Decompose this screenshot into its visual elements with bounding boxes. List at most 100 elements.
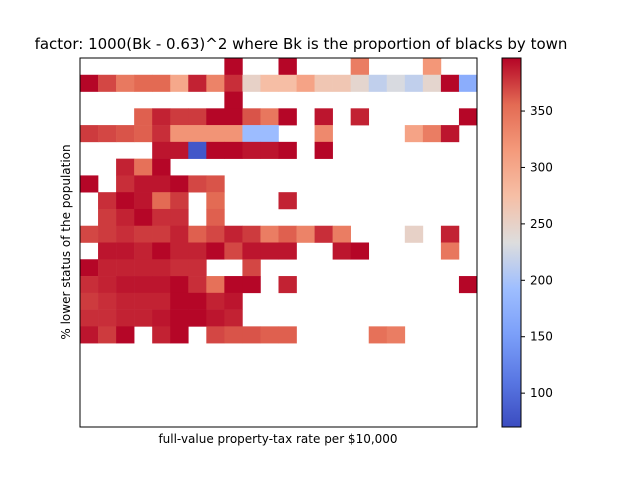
heatmap-cell — [458, 276, 478, 294]
colorbar-tick-label: 200 — [530, 273, 553, 287]
heatmap-cell — [206, 326, 225, 344]
heatmap-cell — [188, 125, 207, 143]
heatmap-cell — [368, 326, 388, 344]
heatmap-cell — [80, 225, 99, 243]
heatmap-cell — [314, 108, 333, 126]
x-axis-label: full-value property-tax rate per $10,000 — [158, 432, 397, 446]
heatmap-cell — [278, 192, 297, 210]
heatmap-cell — [116, 125, 135, 143]
heatmap-cell — [80, 292, 99, 310]
heatmap-cell — [350, 242, 370, 260]
heatmap-cell — [386, 74, 406, 92]
heatmap-cell — [242, 259, 261, 277]
heatmap-cell — [386, 326, 406, 344]
heatmap-cell — [242, 225, 261, 243]
heatmap-cell — [440, 74, 460, 92]
heatmap-cell — [116, 309, 135, 327]
heatmap-cell — [80, 309, 99, 327]
heatmap-cell — [206, 242, 225, 260]
heatmap-cell — [80, 125, 99, 143]
heatmap-cell — [224, 292, 243, 310]
heatmap-cell — [98, 309, 117, 327]
heatmap-cell — [440, 125, 460, 143]
heatmap-cell — [98, 292, 117, 310]
heatmap-cell — [422, 125, 442, 143]
heatmap-cell — [170, 276, 189, 294]
heatmap-cell — [98, 242, 117, 260]
heatmap-cell — [134, 309, 153, 327]
heatmap-cell — [80, 276, 99, 294]
heatmap-cell — [188, 225, 207, 243]
heatmap-cell — [404, 125, 424, 143]
heatmap-cell — [278, 74, 297, 92]
heatmap-cell — [404, 225, 424, 243]
heatmap-cell — [314, 225, 333, 243]
heatmap-cell — [206, 192, 225, 210]
colorbar: 100 150 200 250 300 350 — [501, 57, 553, 428]
heatmap-cell — [296, 74, 315, 92]
heatmap-cell — [224, 242, 243, 260]
heatmap-cell — [224, 276, 243, 294]
heatmap-cell — [152, 141, 171, 159]
heatmap-cell — [422, 58, 442, 76]
heatmap-cell — [152, 158, 171, 176]
heatmap-cell — [134, 259, 153, 277]
heatmap-cell — [206, 125, 225, 143]
heatmap-cell — [206, 309, 225, 327]
heatmap-cell — [260, 108, 279, 126]
heatmap-cell — [458, 74, 478, 92]
heatmap-cell — [242, 326, 261, 344]
heatmap-cell — [98, 225, 117, 243]
heatmap-cell — [224, 125, 243, 143]
heatmap-cell — [152, 326, 171, 344]
heatmap-cell — [332, 74, 351, 92]
heatmap-cell — [350, 58, 370, 76]
heatmap-cell — [224, 58, 243, 76]
heatmap-cell — [98, 208, 117, 227]
heatmap-cell — [278, 276, 297, 294]
heatmap-cell — [368, 74, 388, 92]
heatmap-cell — [242, 74, 261, 92]
heatmap-cell — [188, 74, 207, 92]
heatmap-cell — [296, 225, 315, 243]
heatmap-cell — [170, 326, 189, 344]
heatmap-cell — [188, 175, 207, 193]
heatmap-cell — [332, 242, 351, 260]
heatmap-cell — [98, 259, 117, 277]
heatmap-cell — [152, 276, 171, 294]
heatmap-cell — [134, 192, 153, 210]
heatmap-cell — [458, 108, 478, 126]
heatmap-cell — [314, 125, 333, 143]
heatmap-cell — [98, 326, 117, 344]
heatmap-cell — [170, 74, 189, 92]
heatmap-cell — [170, 175, 189, 193]
heatmap-cell — [152, 175, 171, 193]
heatmap-cell — [278, 242, 297, 260]
heatmap-cell — [242, 276, 261, 294]
heatmap-cell — [206, 108, 225, 126]
heatmap-cell — [134, 225, 153, 243]
heatmap-cell — [170, 225, 189, 243]
heatmap-cell — [188, 242, 207, 260]
heatmap-cell — [152, 125, 171, 143]
heatmap-cell — [134, 208, 153, 227]
heatmap-cell — [206, 208, 225, 227]
heatmap-cell — [224, 108, 243, 126]
heatmap-cell — [170, 309, 189, 327]
heatmap-cell — [332, 225, 351, 243]
heatmap-cell — [116, 208, 135, 227]
heatmap-cell — [170, 259, 189, 277]
heatmap-cell — [242, 242, 261, 260]
heatmap-cell — [260, 125, 279, 143]
heatmap-cell — [116, 276, 135, 294]
colorbar-gradient — [501, 57, 522, 428]
heatmap-cell — [422, 74, 442, 92]
heatmap-cell — [206, 225, 225, 243]
heatmap-cell — [278, 326, 297, 344]
heatmap-cell — [170, 192, 189, 210]
heatmap-cell — [188, 259, 207, 277]
heatmap-cell — [134, 158, 153, 176]
heatmap-cell — [260, 141, 279, 159]
heatmap-cell — [188, 108, 207, 126]
